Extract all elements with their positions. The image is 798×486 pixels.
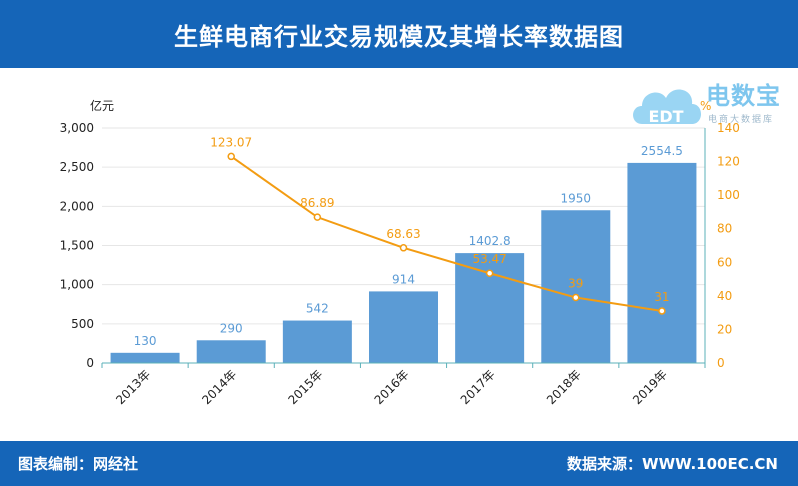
x-tick-label: 2014年	[199, 367, 239, 407]
line-point	[227, 152, 235, 161]
y-left-tick-label: 0	[86, 356, 94, 370]
y-right-tick-label: 100	[717, 188, 740, 202]
y-left-tick-label: 1,500	[60, 239, 94, 253]
cloud-logo-icon: EDT	[633, 89, 701, 126]
line-point	[485, 269, 494, 277]
footer-credit: 图表编制：网经社	[18, 455, 139, 473]
logo-mark: EDT	[648, 107, 683, 126]
line-data-label: 39	[568, 277, 583, 291]
y-left-tick-label: 3,000	[60, 121, 94, 135]
x-tick-label: 2018年	[544, 367, 584, 407]
bar-data-label: 1950	[561, 191, 592, 205]
bar	[541, 210, 611, 363]
logo-main-text: 电数宝	[706, 82, 781, 110]
logo: EDT 电数宝 电商大数据库	[628, 72, 798, 136]
chart-title: 生鲜电商行业交易规模及其增长率数据图	[174, 22, 624, 51]
y-right-tick-label: 120	[717, 155, 740, 169]
bar	[369, 291, 438, 363]
footer-bar: 图表编制：网经社 数据来源：WWW.100EC.CN	[0, 441, 798, 486]
bar-data-label: 914	[392, 272, 415, 286]
x-tick-label: 2016年	[372, 367, 412, 407]
line-point	[658, 307, 666, 315]
logo-sub-text: 电商大数据库	[708, 115, 775, 125]
footer-source: 数据来源：WWW.100EC.CN	[567, 455, 778, 473]
line-data-label: 31	[654, 290, 669, 304]
bar-data-label: 542	[306, 302, 329, 316]
line-data-label: 68.63	[386, 227, 420, 241]
line-data-label: 86.89	[300, 196, 334, 210]
y-right-axis-title: %	[700, 99, 711, 113]
header-bar: 生鲜电商行业交易规模及其增长率数据图	[0, 0, 798, 68]
bar	[110, 352, 180, 363]
y-right-tick-label: 60	[717, 255, 732, 269]
x-tick-label: 2019年	[630, 367, 670, 407]
y-right-tick-label: 40	[717, 289, 732, 303]
bar	[196, 340, 266, 363]
line-data-label: 53.47	[472, 252, 506, 266]
bar-data-label: 130	[134, 334, 157, 348]
y-right-tick-label: 20	[717, 322, 732, 336]
line-point	[399, 244, 408, 252]
line-point	[313, 213, 322, 221]
bar-data-label: 290	[220, 321, 243, 335]
y-left-tick-label: 2,000	[60, 199, 94, 213]
y-left-axis-title: 亿元	[90, 98, 114, 113]
x-tick-label: 2013年	[113, 367, 153, 407]
x-tick-label: 2015年	[285, 367, 325, 407]
y-right-tick-label: 140	[717, 121, 740, 135]
bar	[627, 162, 697, 363]
line-data-label: 123.07	[210, 135, 252, 149]
combo-chart: 0 500 1,000 1,500 2,000 2,500 3,000 0 20 40 60 80 10…	[60, 98, 740, 407]
bar-data-label: 1402.8	[469, 234, 511, 248]
bar-data-label: 2554.5	[641, 144, 683, 158]
x-tick-label: 2017年	[458, 367, 498, 407]
bar	[282, 320, 352, 363]
y-left-tick-label: 2,500	[60, 160, 94, 174]
line-point	[572, 293, 580, 302]
y-left-tick-label: 500	[71, 317, 94, 331]
y-right-tick-label: 80	[717, 222, 732, 236]
y-left-tick-label: 1,000	[60, 278, 94, 292]
y-right-tick-label: 0	[717, 356, 725, 370]
growth-rate-line	[230, 155, 663, 312]
